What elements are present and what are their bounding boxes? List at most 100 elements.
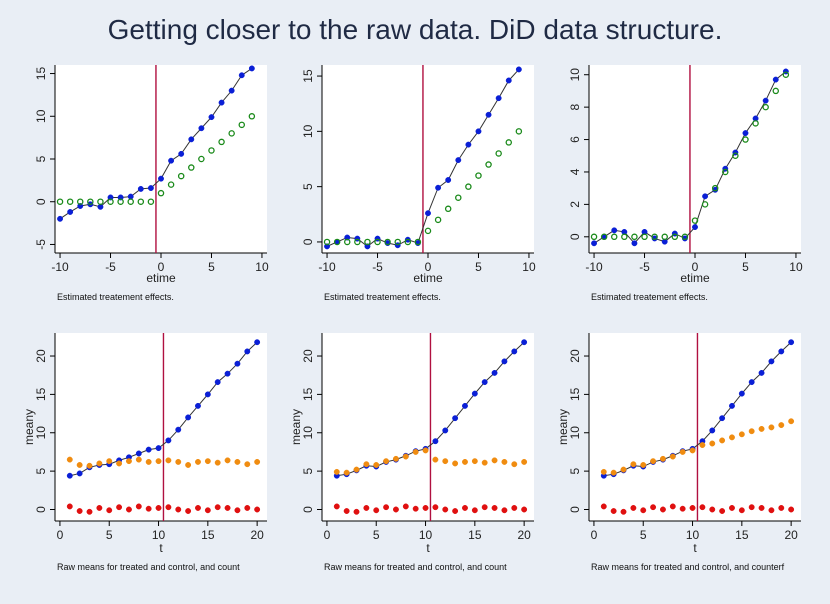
chart-caption: Estimated treatement effects. [591,292,708,302]
data-point [66,472,73,479]
chart-panel-6: 0 5 10 15 20 0 5 10 15 20 t meany Raw means for trea… [556,333,801,572]
data-point [768,424,775,431]
data-point [689,447,696,454]
data-point [135,450,142,457]
data-point [76,508,83,514]
data-point [204,507,211,514]
data-point [762,103,769,111]
x-tick-label: 10 [419,528,433,542]
data-point [155,445,162,452]
data-point [610,508,617,514]
x-tick-label: 5 [475,260,482,274]
data-point [481,504,488,511]
data-point [640,462,647,468]
data-point [177,172,185,180]
data-point [364,243,371,250]
slide-title: Getting closer to the raw data. DiD data… [107,14,723,45]
data-point [383,504,390,511]
data-point [462,505,468,511]
data-point [748,504,755,511]
data-point [195,505,201,511]
data-point [711,184,719,192]
y-tick-label: 2 [568,201,582,208]
data-point [373,462,380,468]
data-point [485,161,492,168]
data-point [224,457,231,464]
data-point [86,508,93,515]
data-point [620,466,627,473]
data-point [621,233,628,241]
data-point [521,339,528,346]
data-point [501,507,508,514]
data-point [442,458,449,465]
x-tick-label: 10 [522,260,536,274]
y-tick-label: 5 [301,467,315,474]
x-tick-label: 5 [640,528,647,542]
data-point [224,505,231,511]
data-point [631,240,638,247]
data-point [145,446,152,453]
y-tick-label: 4 [568,168,582,175]
x-tick-label: 20 [517,528,531,542]
y-tick-label: -5 [34,239,48,250]
y-tick-label: 10 [34,109,48,123]
chart-panel-4: 0 5 10 15 20 0 5 10 15 20 t meany Raw means for trea… [22,333,267,572]
data-point [155,505,162,511]
chart-caption: Estimated treatement effects. [324,292,441,302]
data-point [56,198,64,205]
y-tick-label: 5 [301,183,315,190]
plot-area [589,65,801,253]
data-point [471,390,478,397]
data-point [452,460,459,467]
data-point [165,504,172,511]
data-point [404,238,412,246]
y-tick-label: 15 [301,387,315,401]
x-tick-label: -10 [51,260,69,274]
data-point [137,185,144,192]
data-point [167,181,175,188]
y-tick-label: 5 [34,467,48,474]
y-tick-label: 0 [301,506,315,513]
data-point [402,503,409,510]
data-point [425,210,431,217]
data-point [66,198,74,205]
x-tick-label: 20 [784,528,798,542]
data-point [244,348,251,355]
data-point [732,152,739,160]
data-point [364,238,371,246]
y-tick-label: 6 [568,136,582,143]
data-point [218,138,225,146]
data-point [738,431,745,438]
data-point [515,128,523,135]
x-tick-label: 10 [789,260,803,274]
data-point [511,505,518,511]
data-point [155,458,162,465]
data-point [719,437,726,444]
data-point [738,507,745,514]
data-point [344,234,351,241]
x-tick-label: 5 [373,528,380,542]
data-point [610,469,617,476]
data-point [66,503,73,510]
x-tick-label: 15 [201,528,215,542]
x-tick-label: 10 [686,528,700,542]
data-point [107,198,114,205]
data-point [185,414,192,421]
data-point [462,458,468,465]
data-point [521,506,528,513]
data-point [135,503,142,510]
data-point [660,506,666,513]
data-point [353,508,360,515]
data-point [208,147,215,154]
data-point [748,428,755,435]
data-point [788,339,795,346]
data-point [393,455,399,462]
data-point [363,505,370,511]
data-point [722,168,729,176]
plot-area [589,333,801,521]
data-point [600,503,607,510]
data-point [165,437,172,444]
data-point [511,348,518,355]
data-point [175,426,182,433]
data-point [471,507,478,514]
